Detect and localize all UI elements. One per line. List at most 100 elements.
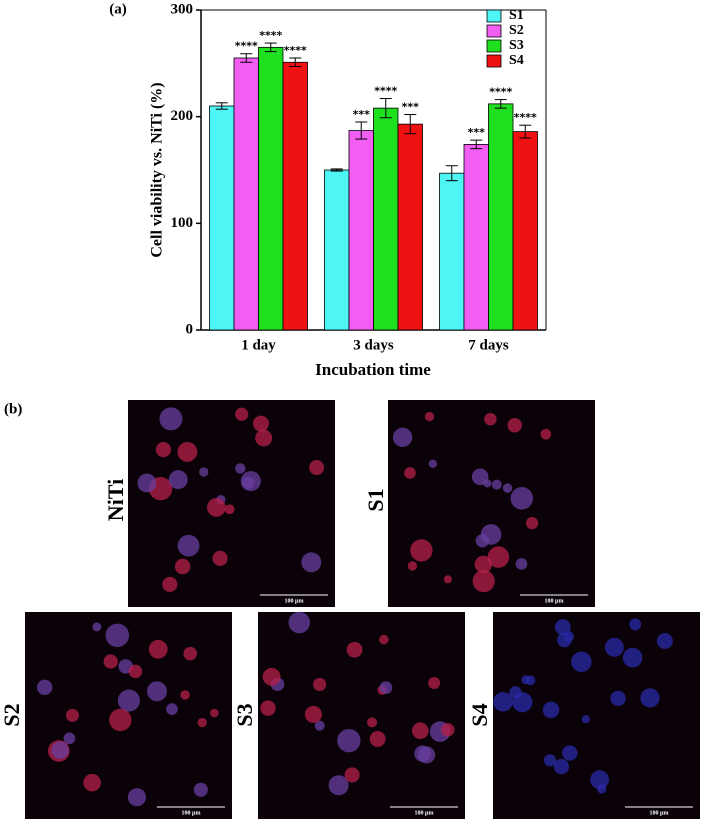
cell <box>590 770 609 790</box>
error-bar <box>494 99 507 109</box>
cell <box>640 688 660 708</box>
panel-name: S4 <box>467 703 492 726</box>
significance-label: **** <box>514 111 537 124</box>
cell <box>472 570 495 593</box>
cell <box>507 418 522 433</box>
panel-label: (b) <box>4 401 22 417</box>
error-bar <box>264 42 277 53</box>
cell <box>337 729 361 753</box>
bar <box>258 46 284 331</box>
y-tick-label: 200 <box>171 108 194 124</box>
error-bar <box>215 102 228 110</box>
cell <box>557 632 572 648</box>
y-axis-title: Cell viability vs. NiTi (%) <box>149 82 166 257</box>
cell <box>471 468 489 486</box>
panel-name: S2 <box>0 703 24 726</box>
cell <box>109 708 132 732</box>
cell <box>656 632 673 649</box>
cell <box>344 767 360 783</box>
cell <box>404 467 416 479</box>
cell <box>260 700 276 716</box>
cell <box>193 782 208 797</box>
significance-label: **** <box>489 86 512 99</box>
cell <box>313 677 327 691</box>
scale-bar-label: 100 µm <box>415 810 434 816</box>
cell <box>128 664 143 679</box>
micrograph <box>128 400 335 607</box>
error-bar <box>445 165 458 182</box>
bar <box>373 107 399 331</box>
significance-label: *** <box>468 126 486 139</box>
error-bar <box>404 114 417 135</box>
panel-name: NiTi <box>103 479 128 521</box>
error-bar <box>240 53 253 63</box>
error-bar <box>330 168 343 172</box>
cell <box>443 575 452 584</box>
scale-bar-label: 100 µm <box>650 810 669 816</box>
cell <box>162 576 178 593</box>
cell <box>515 558 528 570</box>
bar <box>512 131 538 331</box>
cell <box>411 722 429 740</box>
cell <box>92 622 102 632</box>
panel-label: (a) <box>109 1 127 17</box>
cell <box>540 428 552 440</box>
significance-label: *** <box>353 108 371 121</box>
cell <box>148 639 168 659</box>
cell <box>604 637 624 657</box>
bar <box>463 143 489 331</box>
cell <box>553 758 570 775</box>
legend-swatch <box>486 24 502 38</box>
cell <box>525 516 539 530</box>
cell <box>183 646 198 661</box>
scale-bar-label: 100 µm <box>285 598 304 604</box>
x-tick-label: 3 days <box>353 337 394 353</box>
cell <box>407 561 418 571</box>
cell <box>255 429 273 447</box>
cell <box>36 679 53 696</box>
scale-bar-label: 100 µm <box>182 810 201 816</box>
cell <box>117 689 140 712</box>
cell <box>177 441 198 462</box>
legend-label: S1 <box>509 8 524 23</box>
cell <box>487 546 510 568</box>
cell <box>610 690 626 707</box>
cell <box>491 479 502 490</box>
cell <box>224 504 235 515</box>
cell <box>168 470 188 490</box>
cell <box>581 715 590 724</box>
cell <box>379 681 393 694</box>
cell <box>509 686 522 699</box>
cell <box>493 691 513 712</box>
cell <box>622 647 643 668</box>
cell <box>392 427 413 447</box>
scale-bar-label: 100 µm <box>545 598 564 604</box>
cell <box>180 690 190 700</box>
micrograph <box>388 400 595 607</box>
significance-label: **** <box>284 44 307 57</box>
cell <box>369 731 386 747</box>
cell <box>424 411 435 422</box>
cell <box>105 623 130 648</box>
cell <box>288 611 310 634</box>
cell <box>199 467 209 477</box>
cell <box>474 555 493 574</box>
legend-swatch <box>486 39 502 53</box>
legend-swatch <box>486 9 502 23</box>
x-tick-label: 1 day <box>241 337 276 353</box>
significance-label: **** <box>259 29 282 42</box>
error-bar <box>470 139 483 150</box>
cell <box>63 732 76 745</box>
x-axis-title: Incubation time <box>315 360 431 379</box>
significance-label: **** <box>374 85 397 98</box>
cell <box>174 558 191 575</box>
cell <box>159 407 183 431</box>
cell <box>146 681 167 702</box>
y-tick-label: 100 <box>171 215 194 231</box>
cell <box>103 654 118 669</box>
cell <box>441 723 455 737</box>
cell <box>212 550 228 567</box>
cell <box>210 708 219 718</box>
bar <box>209 105 235 331</box>
legend-label: S3 <box>509 38 524 53</box>
